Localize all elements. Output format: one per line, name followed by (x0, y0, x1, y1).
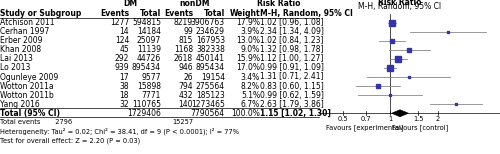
Text: Events: Events (100, 9, 129, 18)
Text: Erber 2009: Erber 2009 (0, 36, 42, 45)
Text: Khan 2008: Khan 2008 (0, 45, 41, 54)
Text: 1729406: 1729406 (127, 109, 161, 118)
Text: 939: 939 (114, 63, 129, 72)
Text: M-H, Random, 95% CI: M-H, Random, 95% CI (358, 2, 442, 11)
Text: 2.63 [1.79, 3.86]: 2.63 [1.79, 3.86] (260, 100, 324, 109)
Text: 8.2%: 8.2% (241, 82, 260, 91)
Text: Favours [control]: Favours [control] (392, 124, 448, 131)
Text: 1.02 [0.84, 1.23]: 1.02 [0.84, 1.23] (260, 36, 324, 45)
Text: 1277: 1277 (110, 18, 129, 27)
Text: 14: 14 (120, 27, 129, 36)
Text: 5.1%: 5.1% (241, 91, 260, 100)
Text: 3906763: 3906763 (191, 18, 225, 27)
Text: 794: 794 (178, 82, 193, 91)
Text: 32: 32 (120, 100, 129, 109)
Text: 19154: 19154 (201, 73, 225, 81)
Text: 18: 18 (120, 91, 129, 100)
Text: 292: 292 (115, 54, 129, 63)
Text: Heterogeneity: Tau² = 0.02; Chi² = 38.41, df = 9 (P < 0.0001); I² = 77%: Heterogeneity: Tau² = 0.02; Chi² = 38.41… (0, 128, 239, 135)
Text: 14184: 14184 (137, 27, 161, 36)
Text: 15898: 15898 (137, 82, 161, 91)
Text: Wotton 2011a: Wotton 2011a (0, 82, 54, 91)
Text: Total: Total (140, 9, 161, 18)
Text: 110765: 110765 (132, 100, 161, 109)
Text: 2: 2 (436, 116, 440, 122)
Text: 26: 26 (184, 73, 193, 81)
Text: 594815: 594815 (132, 18, 161, 27)
Text: 432: 432 (178, 91, 193, 100)
Text: 0.99 [0.91, 1.09]: 0.99 [0.91, 1.09] (260, 63, 324, 72)
Text: 0.83 [0.60, 1.15]: 0.83 [0.60, 1.15] (260, 82, 324, 91)
Text: 44726: 44726 (137, 54, 161, 63)
Text: 0.7: 0.7 (361, 116, 372, 122)
Text: 1168: 1168 (174, 45, 193, 54)
Text: 6.7%: 6.7% (240, 100, 260, 109)
Text: 17: 17 (120, 73, 129, 81)
Text: Yang 2016: Yang 2016 (0, 100, 40, 109)
Text: 38: 38 (120, 82, 129, 91)
Text: 15257: 15257 (172, 119, 193, 125)
Text: 124: 124 (115, 36, 129, 45)
Text: 17.9%: 17.9% (236, 18, 260, 27)
Text: 1.5: 1.5 (413, 116, 424, 122)
Text: 1273465: 1273465 (191, 100, 225, 109)
Text: Total: Total (204, 9, 225, 18)
Polygon shape (392, 110, 408, 117)
Text: 9.0%: 9.0% (240, 45, 260, 54)
Text: 8219: 8219 (174, 18, 193, 27)
Text: Favours [experimental]: Favours [experimental] (326, 124, 403, 131)
Text: 382338: 382338 (196, 45, 225, 54)
Text: 17.0%: 17.0% (236, 63, 260, 72)
Text: 450141: 450141 (196, 54, 225, 63)
Text: M-H, Random, 95% CI: M-H, Random, 95% CI (260, 9, 353, 18)
Text: Risk Ratio: Risk Ratio (258, 0, 301, 8)
Text: Lo 2013: Lo 2013 (0, 63, 30, 72)
Text: 13.0%: 13.0% (236, 36, 260, 45)
Text: DM: DM (124, 0, 138, 8)
Text: 1.31 [0.71, 2.41]: 1.31 [0.71, 2.41] (260, 73, 324, 81)
Text: 0.99 [0.62, 1.59]: 0.99 [0.62, 1.59] (260, 91, 324, 100)
Text: 3.4%: 3.4% (240, 73, 260, 81)
Text: 45: 45 (120, 45, 129, 54)
Text: 1.12 [1.00, 1.27]: 1.12 [1.00, 1.27] (260, 54, 324, 63)
Text: Total (95% CI): Total (95% CI) (0, 109, 60, 118)
Text: 9577: 9577 (142, 73, 161, 81)
Text: 99: 99 (183, 27, 193, 36)
Text: Wotton 2011b: Wotton 2011b (0, 91, 54, 100)
Text: 25097: 25097 (137, 36, 161, 45)
Text: Test for overall effect: Z = 2.20 (P = 0.03): Test for overall effect: Z = 2.20 (P = 0… (0, 137, 140, 144)
Text: 1.15 [1.02, 1.30]: 1.15 [1.02, 1.30] (260, 109, 331, 118)
Text: 895434: 895434 (132, 63, 161, 72)
Text: 2618: 2618 (174, 54, 193, 63)
Text: Total events       2796: Total events 2796 (0, 119, 72, 125)
Text: 140: 140 (178, 100, 193, 109)
Text: 275564: 275564 (196, 82, 225, 91)
Text: Lai 2013: Lai 2013 (0, 54, 33, 63)
Text: Atchison 2011: Atchison 2011 (0, 18, 54, 27)
Text: Study or Subgroup: Study or Subgroup (0, 9, 82, 18)
Text: 815: 815 (178, 36, 193, 45)
Text: Ogunleye 2009: Ogunleye 2009 (0, 73, 58, 81)
Text: 895434: 895434 (196, 63, 225, 72)
Text: Weight: Weight (230, 9, 260, 18)
Text: 0.5: 0.5 (338, 116, 348, 122)
Text: 7790564: 7790564 (191, 109, 225, 118)
Text: Cerhan 1997: Cerhan 1997 (0, 27, 49, 36)
Text: Events: Events (164, 9, 193, 18)
Text: 185123: 185123 (196, 91, 225, 100)
Text: 7771: 7771 (142, 91, 161, 100)
Text: 946: 946 (178, 63, 193, 72)
Text: 100.0%: 100.0% (231, 109, 260, 118)
Text: 234629: 234629 (196, 27, 225, 36)
Text: 1.02 [0.96, 1.08]: 1.02 [0.96, 1.08] (260, 18, 324, 27)
Text: 2.34 [1.34, 4.09]: 2.34 [1.34, 4.09] (260, 27, 324, 36)
Text: 1.32 [0.98, 1.78]: 1.32 [0.98, 1.78] (260, 45, 324, 54)
Text: 167953: 167953 (196, 36, 225, 45)
Text: 11139: 11139 (137, 45, 161, 54)
Text: Risk Ratio: Risk Ratio (378, 0, 422, 7)
Text: 3.9%: 3.9% (240, 27, 260, 36)
Text: 1: 1 (388, 116, 392, 122)
Text: 15.9%: 15.9% (236, 54, 260, 63)
Text: nonDM: nonDM (180, 0, 210, 8)
